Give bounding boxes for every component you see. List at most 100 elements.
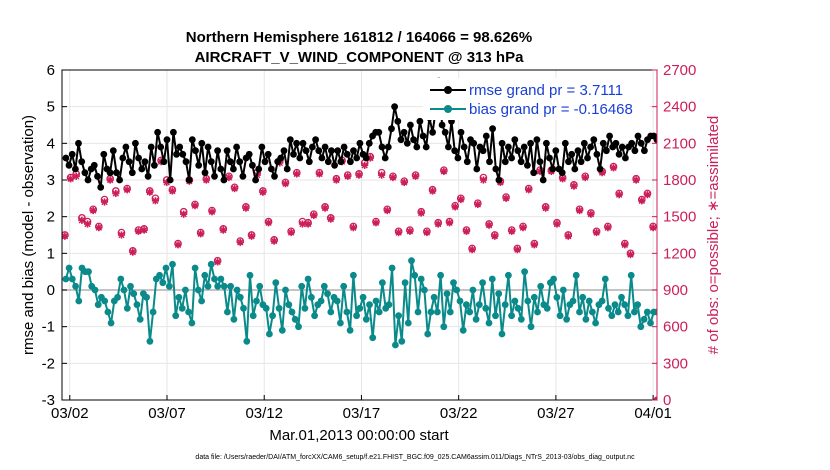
rmse-point xyxy=(508,154,515,162)
rmse-point xyxy=(590,136,598,144)
obs-assimilated-point xyxy=(123,186,131,194)
rmse-point xyxy=(362,154,370,162)
bias-point xyxy=(430,293,438,301)
obs-assimilated-point xyxy=(332,176,340,184)
rmse-point xyxy=(128,169,136,177)
obs-assimilated-point xyxy=(389,173,397,182)
rmse-point xyxy=(185,176,193,184)
bias-point xyxy=(395,312,402,320)
bias-point xyxy=(201,271,209,279)
bias-point xyxy=(262,304,270,312)
rmse-point xyxy=(258,143,266,151)
bias-point xyxy=(453,286,461,294)
bias-point xyxy=(514,304,522,312)
rmse-point xyxy=(429,128,436,136)
obs-assimilated-point xyxy=(587,210,595,218)
rmse-point xyxy=(100,150,108,158)
bias-point xyxy=(572,271,580,279)
rmse-point xyxy=(204,143,212,151)
y2-tick-label: 2400 xyxy=(663,99,696,116)
rmse-point xyxy=(65,161,73,169)
x-tick-label: 04/01 xyxy=(634,405,672,422)
bias-point xyxy=(640,315,648,323)
bias-point xyxy=(472,315,480,323)
bias-point xyxy=(427,308,435,316)
obs-assimilated-point xyxy=(100,198,109,206)
rmse-point xyxy=(318,154,326,162)
rmse-point xyxy=(119,154,127,162)
bias-point xyxy=(517,315,525,323)
bias-point xyxy=(301,304,309,312)
obs-assimilated-point xyxy=(468,246,476,254)
obs-assimilated-point xyxy=(383,206,391,215)
bias-point xyxy=(466,308,474,316)
x-tick-label: 03/17 xyxy=(343,405,381,422)
bias-point xyxy=(482,304,490,312)
obs-assimilated-point xyxy=(417,209,425,217)
rmse-point xyxy=(568,150,576,158)
rmse-point xyxy=(596,165,604,173)
bias-point xyxy=(285,301,293,309)
rmse-point xyxy=(236,158,244,166)
obs-assimilated-point xyxy=(62,232,69,240)
rmse-point xyxy=(188,136,196,144)
obs-assimilated-point xyxy=(440,167,448,176)
bias-line xyxy=(64,259,657,346)
bias-point xyxy=(298,282,306,290)
obs-assimilated-point xyxy=(208,208,216,216)
bias-point xyxy=(556,312,564,320)
legend-box xyxy=(423,78,649,120)
bias-point xyxy=(146,337,154,345)
rmse-point xyxy=(381,154,389,162)
bias-point xyxy=(408,257,415,265)
legend-bias-label: bias grand pr = -0.16468 xyxy=(469,101,633,118)
rmse-point xyxy=(305,158,313,166)
rmse-point xyxy=(463,158,471,166)
rmse-point xyxy=(413,143,421,151)
bias-point xyxy=(288,308,296,316)
obs-assimilated-point xyxy=(117,231,126,239)
rmse-point xyxy=(378,143,386,151)
rmse-point xyxy=(173,150,180,158)
rmse-point xyxy=(94,172,101,180)
bias-point xyxy=(327,308,335,316)
rmse-point xyxy=(255,165,263,173)
bias-point xyxy=(450,279,457,287)
rmse-point xyxy=(271,172,278,180)
bias-point xyxy=(337,319,344,327)
bias-point xyxy=(230,315,238,323)
legend: rmse grand pr = 3.7111 bias grand pr = -… xyxy=(423,78,649,120)
rmse-point xyxy=(653,136,657,144)
rmse-point xyxy=(407,121,414,129)
bias-point xyxy=(240,304,247,312)
bias-point xyxy=(456,297,464,305)
obs-assimilated-point xyxy=(451,203,459,211)
bias-point xyxy=(188,319,196,327)
bias-point xyxy=(266,330,273,338)
rmse-point xyxy=(574,147,582,155)
obs-assimilated-point xyxy=(191,202,199,210)
bias-point xyxy=(411,271,419,279)
bias-point xyxy=(104,308,112,316)
x-axis-label: Mar.01,2013 00:00:00 start xyxy=(269,427,449,444)
bias-point xyxy=(85,268,92,276)
obs-assimilated-point xyxy=(89,206,97,215)
rmse-point xyxy=(524,161,531,169)
rmse-point xyxy=(286,136,294,144)
bias-point xyxy=(282,286,289,294)
bias-point xyxy=(563,315,570,323)
obs-assimilated-point xyxy=(479,176,488,184)
bias-point xyxy=(333,297,341,305)
bias-point xyxy=(434,308,441,316)
rmse-point xyxy=(331,161,338,169)
x-axis-ticks: 03/02 03/07 03/12 03/17 03/22 03/27 04/01 xyxy=(51,395,672,422)
obs-assimilated-point xyxy=(434,220,442,228)
bias-point xyxy=(343,308,351,316)
rmse-point xyxy=(226,158,234,166)
y2-tick-label: 2100 xyxy=(663,135,696,152)
rmse-point xyxy=(628,139,636,147)
rmse-point xyxy=(492,165,500,173)
rmse-point xyxy=(280,147,288,155)
rmse-point xyxy=(264,150,272,158)
bias-point xyxy=(488,275,496,283)
